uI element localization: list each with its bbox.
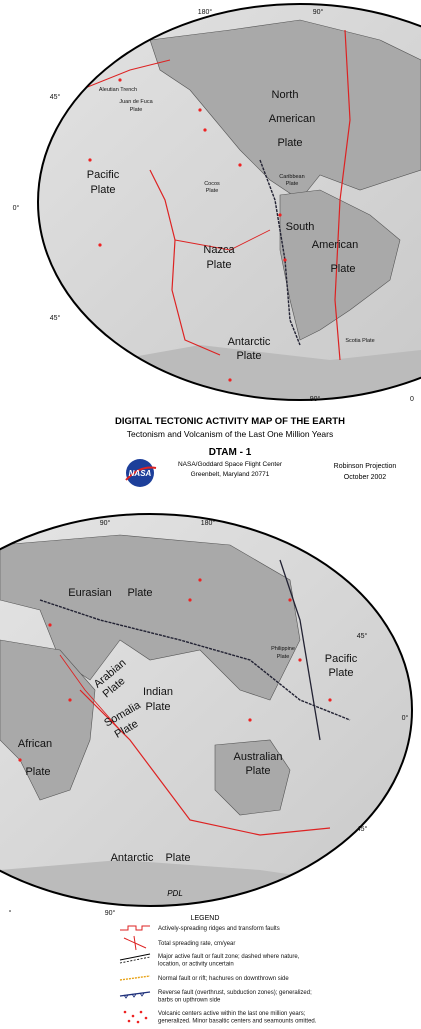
- legend-symbol: [123, 935, 147, 951]
- feature-label: Aleutian Trench: [99, 87, 137, 93]
- projection: Robinson Projection: [334, 463, 397, 470]
- plate-label: Plate: [127, 587, 152, 599]
- bottom-map: 90° 180° 45° 0° 45° 90° ° Eurasian Plate…: [0, 513, 413, 917]
- plate-label: Plate: [25, 766, 50, 778]
- legend-symbol: [119, 975, 151, 981]
- plate-label: American: [269, 113, 315, 125]
- subtitle: Tectonism and Volcanism of the Last One …: [127, 429, 333, 439]
- plate-label: Plate: [90, 184, 115, 196]
- plate-label: Plate: [328, 667, 353, 679]
- center-name: NASA/Goddard Space Flight Center: [178, 461, 283, 468]
- graticule-label: 180°: [198, 8, 213, 16]
- legend-symbol: [119, 991, 151, 999]
- legend: LEGEND Actively-spreading ridges and tra…: [119, 915, 317, 1025]
- plate-label: Antarctic: [228, 336, 271, 348]
- plate-label: Pacific: [87, 169, 120, 181]
- legend-texts: Actively-spreading ridges and transform …: [158, 926, 317, 1025]
- legend-text: location, or activity uncertain: [158, 962, 234, 968]
- plate-label: American: [312, 239, 358, 251]
- plate-label: South: [286, 221, 315, 233]
- logo-text: NASA: [129, 469, 152, 478]
- graticule-label: 90°: [100, 519, 111, 527]
- graticule-label: 0°: [13, 204, 20, 212]
- legend-text: barbs on upthrown side: [158, 998, 221, 1004]
- graticule-label: °: [9, 909, 12, 917]
- graticule-label: 45°: [357, 825, 368, 833]
- graticule-label: 0°: [402, 714, 409, 722]
- legend-text: Actively-spreading ridges and transform …: [158, 926, 280, 932]
- feature-label: Plate: [286, 181, 299, 187]
- address: Greenbelt, Maryland 20771: [191, 471, 270, 478]
- legend-symbol: [119, 953, 151, 964]
- legend-symbol: [123, 1010, 148, 1024]
- plate-label: Philippine: [271, 646, 295, 652]
- feature-label: Plate: [206, 188, 219, 194]
- legend-text: Normal fault or rift; hachures on downth…: [158, 976, 289, 982]
- title-block: DIGITAL TECTONIC ACTIVITY MAP OF THE EAR…: [115, 416, 396, 487]
- nasa-logo: NASA: [125, 459, 157, 487]
- legend-text: Major active fault or fault zone; dashed…: [158, 954, 300, 960]
- graticule-label: 90°: [105, 909, 116, 917]
- feature-label: Cocos: [204, 181, 220, 187]
- legend-text: Volcanic centers active within the last …: [158, 1011, 306, 1017]
- graticule-label: 90°: [310, 395, 321, 403]
- plate-label: Plate: [145, 701, 170, 713]
- plate-label: North: [272, 89, 299, 101]
- map-code: DTAM - 1: [209, 447, 252, 458]
- feature-label: PDL: [167, 889, 183, 898]
- graticule-label: 180°: [201, 519, 216, 527]
- legend-text: Total spreading rate, cm/year: [158, 941, 235, 947]
- legend-text: Reverse fault (overthrust, subduction zo…: [158, 990, 312, 996]
- plate-label: Plate: [245, 765, 270, 777]
- graticule-label: 90°: [313, 8, 324, 16]
- feature-label: Juan de Fuca: [119, 99, 153, 105]
- legend-symbol: [120, 925, 150, 931]
- graticule-label: 45°: [50, 314, 61, 322]
- plate-label: Antarctic: [111, 852, 154, 864]
- graticule-label: 0: [410, 396, 414, 403]
- top-map: 180° 90° 45° 0° 45° 90° 0 North American…: [13, 3, 421, 403]
- graticule-label: 45°: [357, 632, 368, 640]
- plate-label: Plate: [206, 259, 231, 271]
- date: October 2002: [344, 474, 387, 481]
- feature-label: Caribbean: [279, 174, 304, 180]
- legend-title: LEGEND: [191, 915, 220, 922]
- feature-label: Scotia Plate: [345, 338, 374, 344]
- plate-label: Plate: [277, 654, 290, 660]
- plate-label: Plate: [277, 137, 302, 149]
- plate-label: African: [18, 738, 52, 750]
- title: DIGITAL TECTONIC ACTIVITY MAP OF THE EAR…: [115, 416, 345, 427]
- plate-label: Plate: [236, 350, 261, 362]
- plate-label: Plate: [165, 852, 190, 864]
- plate-label: Indian: [143, 686, 173, 698]
- plate-label: Eurasian: [68, 587, 111, 599]
- plate-label: Australian: [234, 751, 283, 763]
- plate-label: Plate: [330, 263, 355, 275]
- plate-label: Nazca: [203, 244, 235, 256]
- legend-text: generalized. Minor basaltic centers and …: [158, 1019, 317, 1025]
- graticule-label: 45°: [50, 93, 61, 101]
- feature-label: Plate: [130, 107, 143, 113]
- plate-label: Pacific: [325, 653, 358, 665]
